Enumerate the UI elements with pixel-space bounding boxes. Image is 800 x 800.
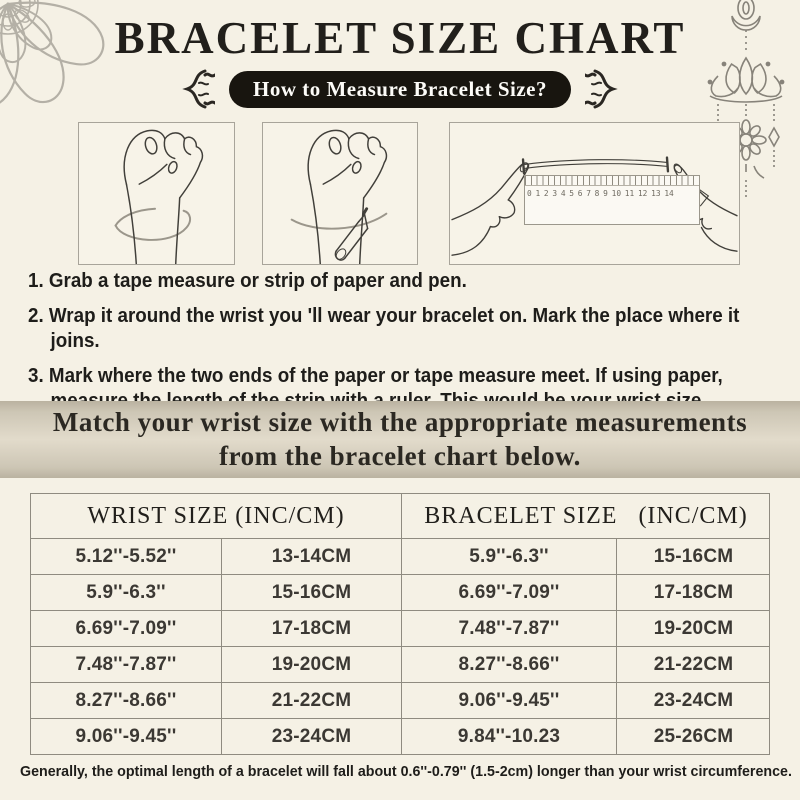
table-cell: 25-26CM	[616, 719, 770, 754]
how-to-measure-badge: How to Measure Bracelet Size?	[228, 70, 572, 108]
step-2: 2. Wrap it around the wrist you 'll wear…	[28, 305, 740, 352]
illustration-measure-with-ruler: 0 1 2 3 4 5 6 7 8 9 10 11 12 13 14	[449, 122, 740, 265]
table-cell: 19-20CM	[616, 611, 770, 646]
illustration-wrap-wrist	[78, 122, 235, 265]
table-row: 7.48''-7.87'' 19-20CM 8.27''-8.66'' 21-2…	[31, 646, 769, 682]
table-header-row: WRIST SIZE (INC/CM) BRACELET SIZE (INC/C…	[31, 494, 769, 538]
table-cell: 23-24CM	[221, 719, 401, 754]
table-row: 5.9''-6.3'' 15-16CM 6.69''-7.09'' 17-18C…	[31, 574, 769, 610]
right-flourish-brace-icon	[585, 67, 625, 111]
step-1: 1. Grab a tape measure or strip of paper…	[28, 270, 467, 292]
table-cell: 19-20CM	[221, 647, 401, 682]
table-cell: 8.27''-8.66''	[75, 689, 177, 711]
table-cell: 13-14CM	[221, 539, 401, 574]
table-cell: 9.06''-9.45''	[401, 683, 616, 718]
table-cell: 5.12''-5.52''	[75, 545, 177, 567]
table-row: 8.27''-8.66'' 21-22CM 9.06''-9.45'' 23-2…	[31, 682, 769, 718]
table-cell: 6.69''-7.09''	[75, 617, 177, 639]
banner-line-2: from the bracelet chart below.	[219, 440, 581, 471]
size-table: WRIST SIZE (INC/CM) BRACELET SIZE (INC/C…	[30, 493, 770, 755]
table-cell: 15-16CM	[221, 575, 401, 610]
table-row: 6.69''-7.09'' 17-18CM 7.48''-7.87'' 19-2…	[31, 610, 769, 646]
mandala-flower-icon	[0, 0, 179, 164]
table-cell: 9.06''-9.45''	[75, 725, 177, 747]
table-cell: 7.48''-7.87''	[401, 611, 616, 646]
table-cell: 7.48''-7.87''	[75, 653, 177, 675]
table-cell: 17-18CM	[616, 575, 770, 610]
table-cell: 21-22CM	[616, 647, 770, 682]
table-cell: 21-22CM	[221, 683, 401, 718]
table-cell: 9.84''-10.23	[401, 719, 616, 754]
ruler-ticks	[525, 176, 699, 186]
table-cell: 5.9''-6.3''	[401, 539, 616, 574]
table-cell: 6.69''-7.09''	[401, 575, 616, 610]
table-row: 9.06''-9.45'' 23-24CM 9.84''-10.23 25-26…	[31, 718, 769, 754]
footer-note: Generally, the optimal length of a brace…	[20, 763, 792, 780]
page-title: BRACELET SIZE CHART	[114, 13, 686, 63]
match-size-banner: Match your wrist size with the appropria…	[0, 401, 800, 478]
table-row: 5.12''-5.52'' 13-14CM 5.9''-6.3'' 15-16C…	[31, 538, 769, 574]
banner-line-1: Match your wrist size with the appropria…	[52, 406, 748, 437]
table-cell: 23-24CM	[616, 683, 770, 718]
table-cell: 8.27''-8.66''	[401, 647, 616, 682]
left-flourish-brace-icon	[175, 67, 215, 111]
ruler-numbers: 0 1 2 3 4 5 6 7 8 9 10 11 12 13 14	[527, 189, 674, 198]
lotus-ornament-icon	[700, 0, 792, 235]
wrist-size-header: WRIST SIZE (INC/CM)	[87, 502, 345, 529]
table-cell: 17-18CM	[221, 611, 401, 646]
illustration-mark-with-pen	[262, 122, 418, 265]
table-cell: 15-16CM	[616, 539, 770, 574]
ruler: 0 1 2 3 4 5 6 7 8 9 10 11 12 13 14	[524, 175, 700, 225]
badge-row: How to Measure Bracelet Size?	[0, 69, 800, 109]
bracelet-size-header: BRACELET SIZE (INC/CM)	[401, 494, 770, 538]
table-cell: 5.9''-6.3''	[86, 581, 166, 603]
